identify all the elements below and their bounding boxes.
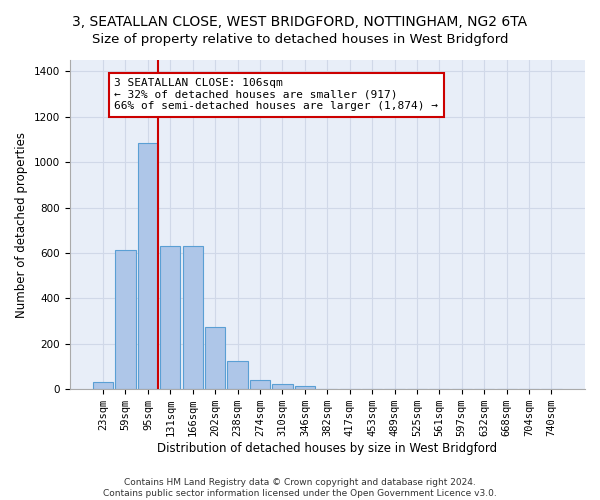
Bar xyxy=(115,250,136,389)
Bar xyxy=(160,246,181,389)
Bar xyxy=(138,143,158,389)
Bar xyxy=(182,246,203,389)
Text: 3, SEATALLAN CLOSE, WEST BRIDGFORD, NOTTINGHAM, NG2 6TA: 3, SEATALLAN CLOSE, WEST BRIDGFORD, NOTT… xyxy=(73,15,527,29)
Text: Size of property relative to detached houses in West Bridgford: Size of property relative to detached ho… xyxy=(92,32,508,46)
Bar xyxy=(205,327,225,389)
Text: Contains HM Land Registry data © Crown copyright and database right 2024.
Contai: Contains HM Land Registry data © Crown c… xyxy=(103,478,497,498)
Y-axis label: Number of detached properties: Number of detached properties xyxy=(15,132,28,318)
Bar xyxy=(295,386,315,389)
X-axis label: Distribution of detached houses by size in West Bridgford: Distribution of detached houses by size … xyxy=(157,442,497,455)
Bar xyxy=(250,380,270,389)
Bar xyxy=(227,361,248,389)
Text: 3 SEATALLAN CLOSE: 106sqm
← 32% of detached houses are smaller (917)
66% of semi: 3 SEATALLAN CLOSE: 106sqm ← 32% of detac… xyxy=(114,78,438,112)
Bar xyxy=(272,384,293,389)
Bar xyxy=(93,382,113,389)
